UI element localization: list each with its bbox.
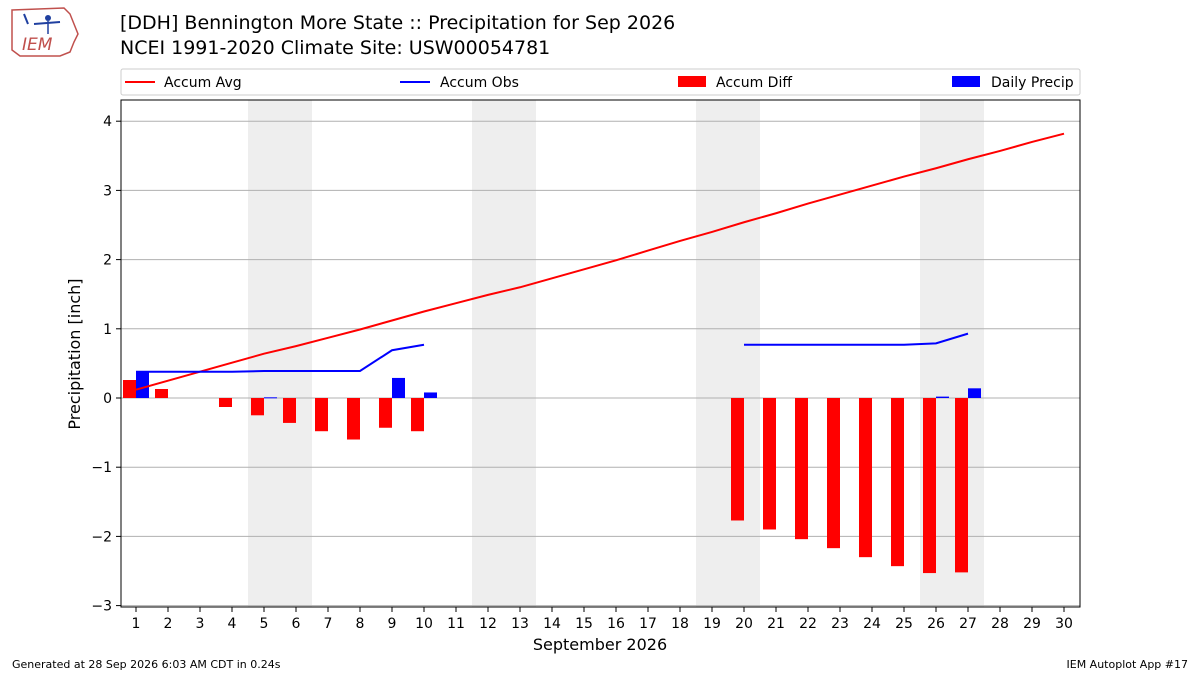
- x-tick-label: 18: [671, 616, 689, 632]
- bar-accum-diff: [219, 398, 232, 407]
- legend-label-accum-obs: Accum Obs: [440, 75, 519, 91]
- y-tick-label: −2: [91, 529, 112, 545]
- x-tick-label: 26: [927, 616, 945, 632]
- x-tick-label: 11: [447, 616, 465, 632]
- series-lines: [135, 132, 1065, 391]
- x-tick-label: 4: [228, 616, 237, 632]
- x-tick-label: 9: [388, 616, 397, 632]
- logo-mark-2: [33, 21, 61, 25]
- legend-label-accum-avg: Accum Avg: [164, 75, 242, 91]
- bar-accum-diff: [891, 398, 904, 567]
- x-axis-ticks: 1 2 3 4 5 6 7 8 9 10 11 12 13 14 15 16 17 18 19 20 21 22 23 24 2…: [132, 607, 1073, 632]
- bar-accum-diff: [731, 398, 744, 521]
- logo-text: IEM: [22, 35, 53, 55]
- bar-accum-diff: [923, 398, 936, 574]
- bar-accum-diff: [763, 398, 776, 530]
- weekend-band: [472, 100, 536, 607]
- x-tick-label: 23: [831, 616, 849, 632]
- y-tick-label: 4: [103, 114, 112, 130]
- x-tick-label: 24: [863, 616, 881, 632]
- app-id: IEM Autoplot App #17: [1066, 658, 1189, 671]
- bar-accum-diff: [955, 398, 968, 573]
- bar-accum-diff: [283, 398, 296, 423]
- x-tick-label: 16: [607, 616, 625, 632]
- x-tick-label: 27: [959, 616, 977, 632]
- weekend-band: [248, 100, 312, 607]
- logo-mark-1: [23, 13, 29, 25]
- logo-mark-3: [45, 15, 51, 21]
- x-tick-label: 21: [767, 616, 785, 632]
- line-accum-avg: [135, 132, 1065, 391]
- line-accum-obs: [744, 332, 969, 346]
- x-tick-label: 1: [132, 616, 141, 632]
- y-tick-label: 0: [103, 391, 112, 407]
- bar-accum-diff: [347, 398, 360, 440]
- x-tick-label: 5: [260, 616, 269, 632]
- grid-lines: [121, 120, 1080, 607]
- y-tick-label: 3: [103, 183, 112, 199]
- bar-daily-precip: [264, 397, 277, 399]
- y-tick-label: 1: [103, 322, 112, 338]
- x-tick-label: 8: [356, 616, 365, 632]
- x-tick-label: 29: [1023, 616, 1041, 632]
- x-tick-label: 12: [479, 616, 497, 632]
- x-tick-label: 10: [415, 616, 433, 632]
- weekend-shading: [248, 100, 984, 607]
- bar-daily-precip: [136, 371, 149, 398]
- x-tick-label: 6: [292, 616, 301, 632]
- bar-accum-diff: [795, 398, 808, 540]
- legend-swatch-accum-diff: [678, 76, 706, 87]
- line-accum-obs: [136, 343, 425, 373]
- legend-label-daily-precip: Daily Precip: [991, 75, 1074, 91]
- x-tick-label: 30: [1055, 616, 1073, 632]
- bar-daily-precip: [392, 377, 405, 398]
- y-axis-ticks: −3 −2 −1 0 1 2 3 4: [91, 114, 121, 615]
- x-tick-label: 2: [164, 616, 173, 632]
- x-tick-label: 19: [703, 616, 721, 632]
- y-tick-label: −1: [91, 460, 112, 476]
- y-tick-label: 2: [103, 253, 112, 269]
- x-tick-label: 15: [575, 616, 593, 632]
- x-tick-label: 25: [895, 616, 913, 632]
- bar-accum-diff: [315, 398, 328, 432]
- chart-title-line2: NCEI 1991-2020 Climate Site: USW00054781: [120, 37, 551, 59]
- x-tick-label: 22: [799, 616, 817, 632]
- bar-accum-diff: [155, 389, 168, 398]
- bar-daily-precip: [424, 392, 437, 398]
- plot-frame: [120, 99, 1081, 608]
- bars: [123, 371, 981, 574]
- y-tick-label: −3: [91, 599, 112, 615]
- legend-swatch-daily-precip: [952, 76, 980, 87]
- x-axis-label: September 2026: [533, 635, 667, 654]
- x-tick-label: 13: [511, 616, 529, 632]
- generated-timestamp: Generated at 28 Sep 2026 6:03 AM CDT in …: [12, 658, 281, 671]
- y-axis-label: Precipitation [inch]: [65, 278, 84, 429]
- x-tick-label: 20: [735, 616, 753, 632]
- bar-accum-diff: [859, 398, 872, 558]
- x-tick-label: 28: [991, 616, 1009, 632]
- legend-frame: [120, 68, 1081, 96]
- bar-accum-diff: [123, 380, 136, 398]
- x-tick-label: 14: [543, 616, 561, 632]
- bar-daily-precip: [936, 396, 949, 398]
- chart-title-line1: [DDH] Bennington More State :: Precipita…: [120, 12, 676, 34]
- weekend-band: [696, 100, 760, 607]
- iem-logo: IEM: [11, 7, 79, 57]
- x-tick-label: 3: [196, 616, 205, 632]
- legend-label-accum-diff: Accum Diff: [716, 75, 792, 91]
- legend: Accum Avg Accum Obs Accum Diff Daily Pre…: [120, 68, 1081, 96]
- x-tick-label: 7: [324, 616, 333, 632]
- bar-accum-diff: [251, 398, 264, 416]
- bar-accum-diff: [379, 398, 392, 428]
- bar-accum-diff: [827, 398, 840, 549]
- bar-accum-diff: [411, 398, 424, 432]
- x-tick-label: 17: [639, 616, 657, 632]
- bar-daily-precip: [968, 388, 981, 398]
